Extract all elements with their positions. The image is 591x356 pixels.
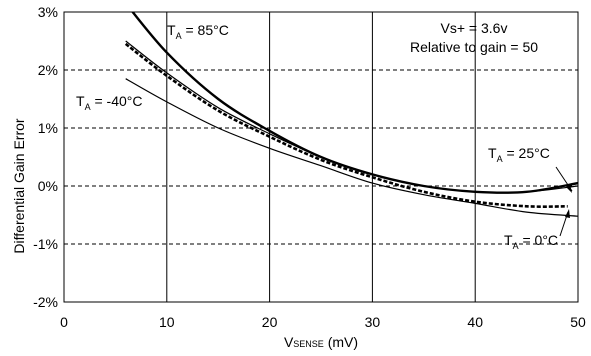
y-tick-label: 2% bbox=[38, 62, 58, 78]
arrow-0c-head bbox=[565, 209, 570, 218]
y-tick-labels: 3% 2% 1% 0% -1% -2% bbox=[33, 4, 58, 310]
x-tick-label: 20 bbox=[262, 314, 278, 330]
y-tick-label: 1% bbox=[38, 120, 58, 136]
y-tick-label: 3% bbox=[38, 4, 58, 20]
x-tick-labels: 0 10 20 30 40 50 bbox=[60, 314, 586, 330]
y-tick-label: 0% bbox=[38, 178, 58, 194]
series-label-minus40c: TA = -40°C bbox=[76, 93, 142, 112]
series-labels: TA = 85°C TA = 25°C TA = 0°C TA = -40°C bbox=[76, 22, 558, 251]
annotation-supply: Vs+ = 3.6v bbox=[441, 20, 508, 36]
series-line-minus40c bbox=[125, 78, 578, 217]
series-label-25c: TA = 25°C bbox=[488, 145, 550, 164]
x-tick-label: 10 bbox=[159, 314, 175, 330]
plot-frame bbox=[63, 11, 579, 303]
x-axis-title: VSENSE (mV) bbox=[284, 334, 358, 350]
series-label-85c: TA = 85°C bbox=[167, 22, 229, 41]
series-label-0c: TA = 0°C bbox=[504, 232, 558, 251]
series-line-0c bbox=[124, 42, 568, 208]
x-tick-label: 0 bbox=[60, 314, 68, 330]
arrow-25c-head bbox=[566, 184, 572, 193]
series-line-25c bbox=[125, 40, 578, 194]
annotation-gain: Relative to gain = 50 bbox=[410, 39, 538, 55]
y-tick-label: -2% bbox=[33, 294, 58, 310]
grid bbox=[64, 12, 578, 302]
x-tick-label: 30 bbox=[365, 314, 381, 330]
series-lines bbox=[124, 12, 578, 217]
label-arrows bbox=[555, 166, 573, 237]
x-tick-label: 40 bbox=[467, 314, 483, 330]
y-axis-title: Differential Gain Error bbox=[11, 118, 27, 253]
y-tick-label: -1% bbox=[33, 236, 58, 252]
x-tick-label: 50 bbox=[570, 314, 586, 330]
